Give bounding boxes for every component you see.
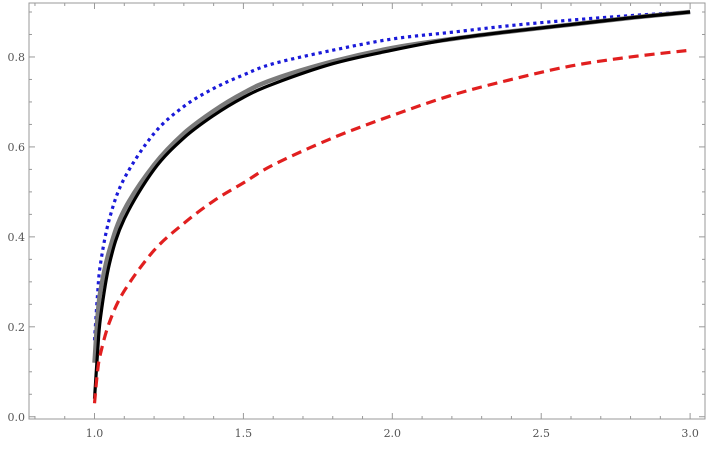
y-tick-label: 0.2 xyxy=(8,321,26,334)
x-tick-label: 2.5 xyxy=(532,427,550,440)
series-line-dashed xyxy=(92,48,691,404)
y-tick-label: 0.4 xyxy=(8,231,26,244)
series-lines xyxy=(92,9,691,404)
y-tick-label: 0.8 xyxy=(8,51,26,64)
series-line-solid-thick xyxy=(92,9,691,363)
plot-border xyxy=(28,2,706,420)
y-tick-label: 0.0 xyxy=(8,411,26,424)
x-tick-label: 2.0 xyxy=(384,427,402,440)
plot-frame xyxy=(28,2,706,420)
x-tick-label: 3.0 xyxy=(681,427,699,440)
series-line-dotted xyxy=(92,10,691,341)
tick-labels: 1.0 1.5 2.0 2.5 3.0 0.0 0.2 0.4 0.6 0.8 xyxy=(8,51,699,440)
axis-ticks xyxy=(29,3,705,419)
y-tick-label: 0.6 xyxy=(8,141,26,154)
x-tick-label: 1.5 xyxy=(235,427,253,440)
series-line-solid xyxy=(92,10,691,399)
x-tick-label: 1.0 xyxy=(86,427,104,440)
